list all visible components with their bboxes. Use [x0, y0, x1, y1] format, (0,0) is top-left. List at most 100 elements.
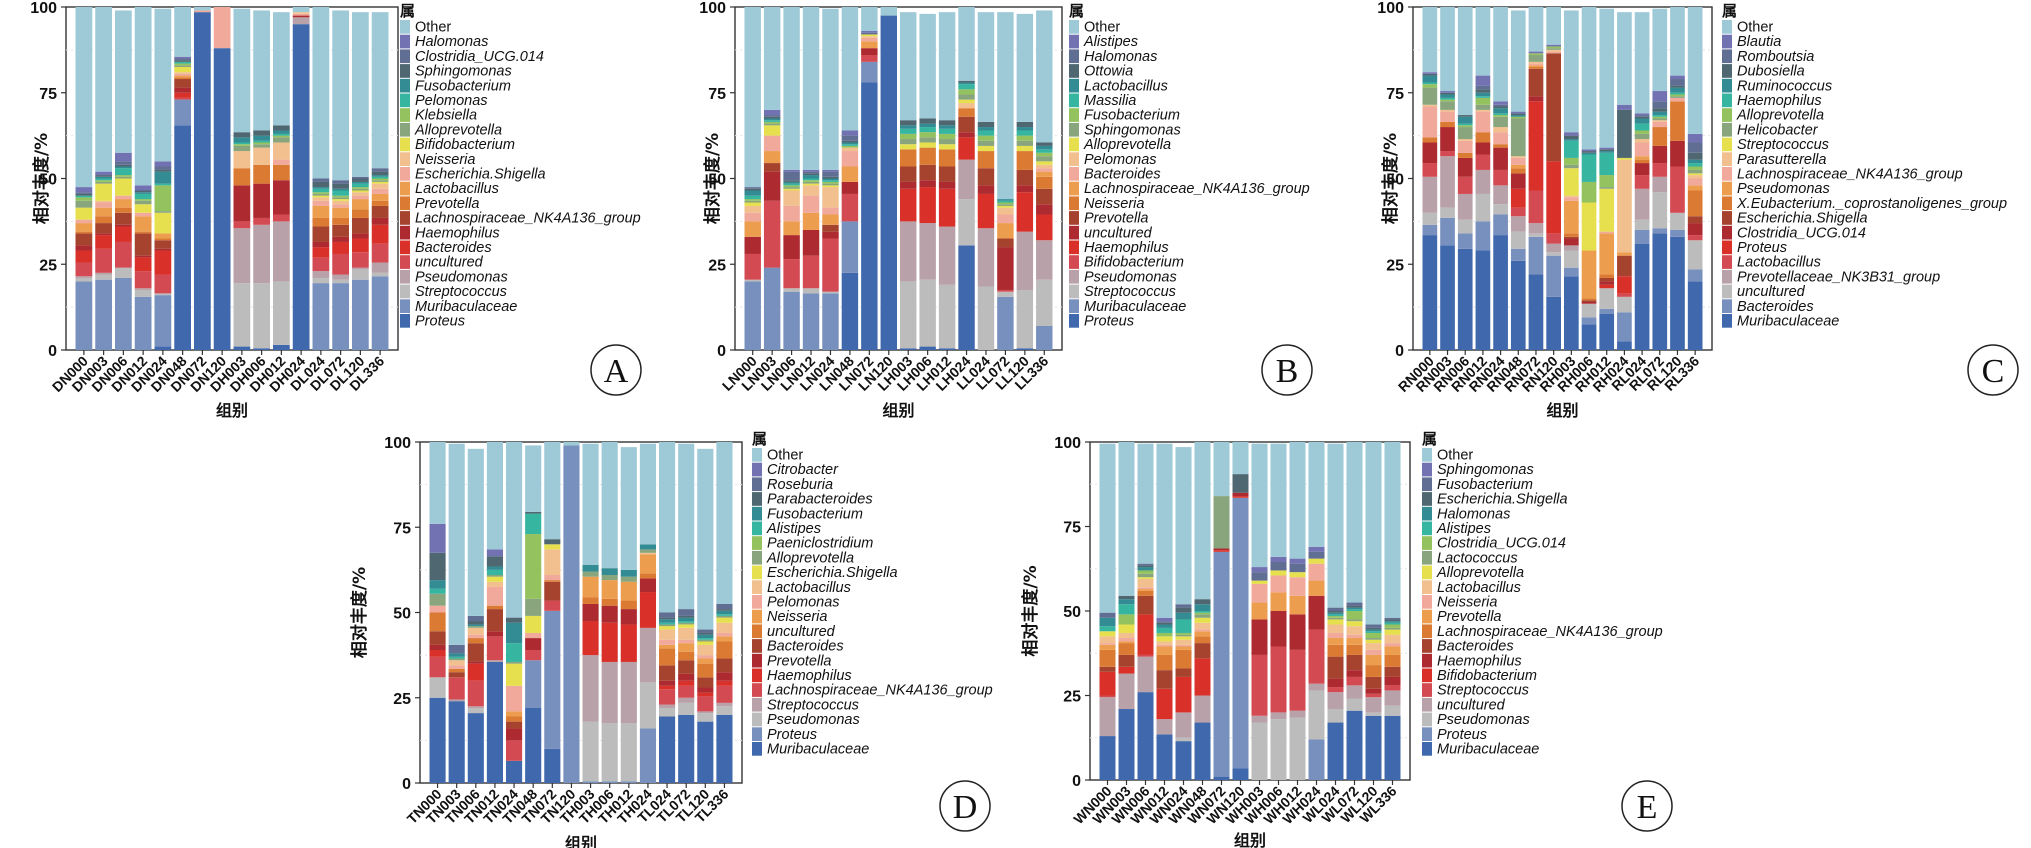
bar-segment — [1194, 722, 1211, 780]
bar-segment — [1099, 643, 1116, 645]
bar-segment — [1440, 94, 1455, 98]
bar-segment — [1137, 589, 1154, 591]
bar-segment — [582, 564, 599, 572]
bar-segment — [678, 624, 695, 628]
legend-swatch — [400, 34, 410, 49]
bar-segment — [783, 169, 800, 172]
bar-segment — [1634, 156, 1650, 160]
bar-segment — [1634, 113, 1650, 116]
bar-segment — [1365, 715, 1382, 780]
bar-segment — [95, 181, 112, 184]
legend-label: Haemophilus — [767, 668, 852, 684]
bar-segment — [506, 760, 523, 783]
bar-segment — [525, 513, 542, 535]
bar-segment — [1365, 712, 1382, 716]
bar-segment — [1346, 634, 1363, 639]
bar-segment — [233, 168, 251, 186]
bar-segment — [544, 610, 561, 749]
bar-segment — [1564, 139, 1579, 141]
bar-segment — [115, 168, 132, 176]
bar-segment — [1289, 595, 1306, 615]
bar-segment — [1384, 676, 1401, 686]
bar-RH006 — [1581, 7, 1597, 350]
bar-segment — [802, 175, 820, 179]
bar-segment — [154, 233, 172, 239]
bar-segment — [716, 610, 733, 615]
legend-swatch — [1722, 122, 1732, 137]
bar-LN006 — [783, 7, 800, 350]
legend-label: Helicobacter — [1737, 122, 1819, 138]
bar-segment — [154, 293, 172, 296]
bar-segment — [1270, 570, 1287, 576]
bar-segment — [1036, 325, 1053, 350]
legend-swatch — [1069, 211, 1079, 225]
bar-segment — [134, 192, 152, 194]
bar-segment — [1493, 108, 1508, 114]
bar-segment — [467, 626, 484, 628]
legend-swatch — [1722, 240, 1732, 255]
bar-segment — [620, 569, 637, 577]
bar-segment — [1156, 621, 1173, 623]
bar-segment — [1687, 159, 1703, 164]
bar-TN000 — [429, 442, 446, 783]
bar-segment — [1137, 570, 1154, 574]
bar-segment — [802, 212, 820, 230]
bar-segment — [506, 442, 523, 618]
bar-segment — [716, 706, 733, 715]
bar-segment — [938, 139, 956, 145]
bar-LL024 — [977, 12, 995, 350]
legend-label: Dubosiella — [1737, 64, 1805, 80]
bar-segment — [352, 195, 369, 200]
bar-segment — [841, 221, 859, 273]
bar-segment — [1308, 683, 1325, 691]
bar-segment — [1213, 550, 1230, 552]
bar-RN012 — [1475, 7, 1491, 350]
bar-segment — [1599, 288, 1615, 309]
bar-segment — [429, 656, 446, 678]
bar-segment — [880, 15, 897, 350]
y-tick-label: 100 — [699, 0, 726, 17]
bar-LL072 — [997, 12, 1014, 350]
bar-segment — [861, 34, 878, 37]
legend-swatch — [1422, 668, 1432, 683]
legend-label: Prevotella — [1084, 211, 1148, 227]
bar-segment — [154, 240, 172, 249]
bar-segment — [958, 94, 975, 100]
bar-segment — [115, 178, 132, 196]
bar-segment — [273, 159, 290, 165]
legend-swatch — [1722, 64, 1732, 78]
bar-segment — [352, 192, 369, 196]
bar-segment — [429, 552, 446, 581]
bar-segment — [312, 241, 330, 248]
bar-segment — [1493, 113, 1508, 116]
bar-segment — [1175, 668, 1192, 677]
bar-segment — [292, 13, 310, 16]
bar-segment — [1016, 145, 1034, 152]
bar-segment — [292, 15, 310, 18]
bar-TN120 — [563, 442, 580, 783]
bar-segment — [273, 281, 290, 345]
bar-segment — [154, 250, 172, 275]
bar-segment — [312, 257, 330, 272]
bar-segment — [1308, 546, 1325, 552]
bar-segment — [977, 127, 995, 131]
bar-segment — [1510, 188, 1526, 208]
bar-segment — [525, 707, 542, 783]
bar-segment — [115, 199, 132, 208]
bar-segment — [1422, 142, 1438, 164]
bar-segment — [1475, 75, 1491, 86]
bar-segment — [802, 173, 820, 176]
bar-segment — [544, 581, 561, 601]
bar-segment — [154, 274, 172, 294]
bar-LN120 — [880, 7, 897, 350]
legend-label: Clostridia_UCG.014 — [415, 49, 544, 65]
bar-segment — [115, 164, 132, 167]
bar-segment — [1457, 139, 1473, 141]
bar-segment — [1564, 250, 1579, 268]
bar-segment — [919, 164, 936, 181]
bar-segment — [678, 621, 695, 623]
bar-segment — [1327, 624, 1344, 633]
bar-segment — [544, 600, 561, 611]
bar-segment — [448, 701, 465, 783]
legend-label: Streptococcus — [767, 697, 859, 713]
